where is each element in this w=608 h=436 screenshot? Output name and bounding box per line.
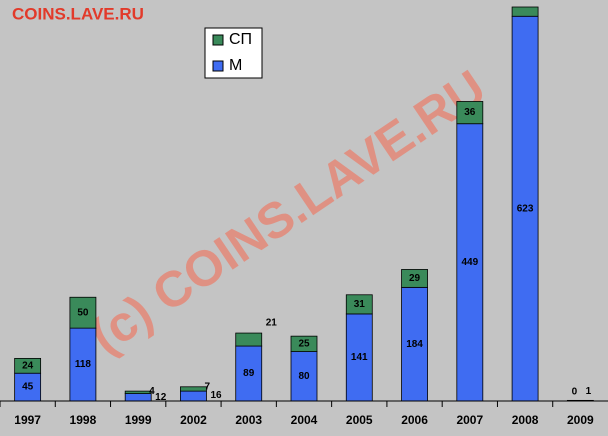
value-label: 29: [409, 273, 421, 284]
bar-segment: [401, 286, 428, 402]
value-label: 184: [406, 339, 423, 350]
value-label: 16: [210, 390, 222, 401]
bar-segment: [14, 372, 42, 402]
bar-segment: [235, 332, 263, 347]
bar-segment: [290, 351, 318, 402]
site-label: COINS.LAVE.RU: [12, 4, 144, 23]
x-tick-label: 2008: [512, 413, 539, 427]
value-label: 449: [461, 257, 478, 268]
x-tick-label: 2005: [346, 413, 373, 427]
bar-segment: [511, 15, 539, 402]
bar-segment: [180, 390, 207, 402]
value-label: 31: [354, 299, 366, 310]
bar-segment: [401, 269, 428, 288]
value-label: 80: [298, 371, 310, 382]
legend-label: М: [229, 57, 242, 74]
x-tick-label: 2009: [567, 413, 594, 427]
value-label: 21: [266, 318, 278, 329]
x-tick-label: 2004: [291, 413, 318, 427]
value-label: 141: [351, 352, 368, 363]
bar-segment: [235, 345, 263, 402]
x-tick-label: 2007: [456, 413, 483, 427]
bar-segment: [14, 357, 42, 374]
value-label: 45: [22, 382, 34, 393]
value-label: 0: [572, 387, 578, 398]
value-label: 7: [204, 381, 210, 392]
value-label: 118: [75, 359, 92, 370]
legend-swatch: [212, 60, 224, 72]
value-label: 1: [586, 386, 592, 397]
x-tick-label: 1998: [70, 413, 97, 427]
value-label: 12: [155, 392, 167, 403]
bar-segment: [456, 101, 484, 125]
bar-segment: [345, 294, 373, 315]
bar-segment: [456, 123, 484, 402]
bar-segment: [511, 6, 539, 17]
value-label: 24: [22, 360, 34, 371]
value-label: 89: [243, 368, 255, 379]
x-tick-label: 1999: [125, 413, 152, 427]
value-label: 623: [517, 203, 534, 214]
bar-segment: [180, 386, 207, 392]
bar-segment: [69, 327, 97, 402]
x-tick-label: 2006: [401, 413, 428, 427]
bar-segment: [69, 296, 97, 329]
value-label: 25: [298, 339, 310, 350]
watermark: (c) COINS.LAVE.RU: [80, 59, 495, 364]
x-tick-label: 2002: [180, 413, 207, 427]
bar-segment: [124, 390, 152, 394]
x-tick-label: 1997: [14, 413, 41, 427]
legend-label: СП: [229, 31, 252, 48]
x-tick-label: 2003: [235, 413, 262, 427]
value-label: 4: [149, 386, 155, 397]
bar-segment: [290, 335, 318, 352]
value-label: 50: [77, 307, 89, 318]
legend-swatch: [212, 34, 224, 46]
value-label: 36: [464, 107, 476, 118]
bar-segment: [124, 393, 152, 402]
value-label: 15: [542, 0, 554, 3]
